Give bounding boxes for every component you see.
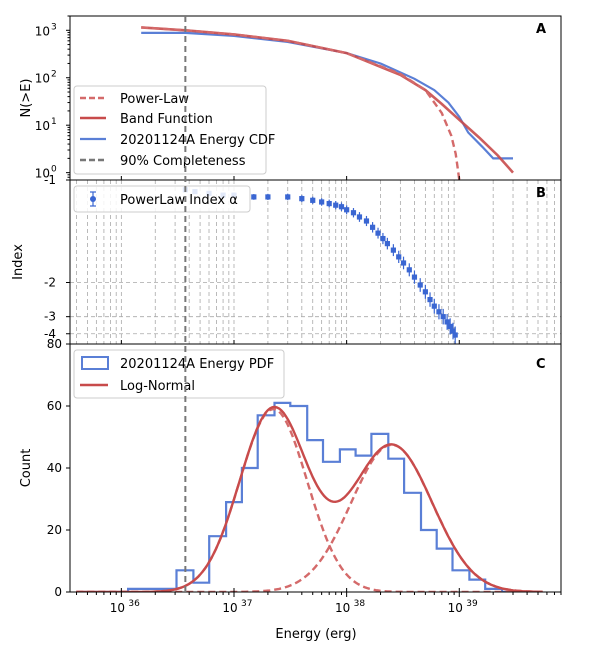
index-point-15 (344, 207, 350, 213)
x-axis: 10 36 10 37 10 38 10 39 (76, 176, 562, 615)
xtick-exponent: 36 (128, 599, 140, 609)
lognormal-component-1 (76, 408, 543, 592)
index-point-22 (384, 241, 390, 247)
legend-b-label: PowerLaw Index α (120, 193, 238, 208)
xtick-exponent: 37 (241, 599, 252, 609)
lognormal-component-2 (76, 443, 543, 592)
c-ytick-label: 0 (54, 585, 62, 599)
a-ytick-label: 10 (35, 72, 50, 86)
index-point-33 (440, 314, 446, 320)
index-point-31 (431, 303, 437, 309)
index-point-23 (390, 247, 396, 253)
index-point-19 (369, 224, 376, 230)
index-point-10 (310, 197, 316, 203)
a-ytick-exponent: 0 (51, 165, 57, 175)
b-ytick-label: -4 (44, 327, 56, 341)
c-ytick-label: 20 (47, 523, 62, 537)
xtick-label: 10 (110, 601, 125, 615)
a-ytick-exponent: 1 (51, 117, 57, 127)
panel-a-plot-area (141, 26, 514, 180)
panel-b-grid (70, 180, 561, 344)
index-point-24 (396, 254, 402, 260)
series-power-law-line (141, 26, 461, 180)
c-ytick-label: 40 (47, 461, 62, 475)
legend-b-marker (90, 196, 96, 202)
series-cdf-line (141, 31, 513, 160)
index-point-9 (299, 196, 305, 202)
panel-a-ylabel: N(>E) (19, 79, 34, 118)
xtick-label: 10 (448, 601, 463, 615)
legend-a-label-4: 90% Completeness (120, 154, 246, 169)
legend-c-label-1: 20201124A Energy PDF (120, 357, 274, 372)
legend-a-box (73, 85, 267, 175)
legend-a-label-1: Power-Law (120, 92, 189, 107)
index-point-17 (356, 214, 363, 220)
xtick-exponent: 39 (466, 599, 478, 609)
panel-b-ylabel: Index (11, 244, 26, 280)
index-point-18 (363, 218, 370, 224)
b-ytick-label: -3 (44, 310, 56, 324)
index-point-32 (436, 309, 442, 315)
legend-b-box (73, 185, 251, 213)
a-ytick-exponent: 3 (51, 22, 57, 32)
index-point-6 (251, 194, 257, 200)
panel-c: 0 20 40 60 80 Count C 20201124A Energy PDF Lo… (19, 337, 562, 599)
panel-c-legend: 20201124A Energy PDF Log-Normal (73, 349, 285, 399)
a-ytick-exponent: 2 (51, 70, 57, 80)
legend-a-label-3: 20201124A Energy CDF (120, 133, 275, 148)
index-point-37 (452, 332, 458, 338)
index-point-20 (375, 230, 381, 236)
c-ytick-label: 60 (47, 399, 62, 413)
b-ytick-label: -1 (44, 173, 56, 187)
index-point-8 (285, 194, 291, 200)
panel-a-legend: Power-Law Band Function 20201124A Energy C… (73, 85, 275, 175)
xtick-label: 10 (335, 601, 350, 615)
index-point-13 (333, 202, 339, 208)
legend-c-swatch-histogram (81, 356, 109, 370)
xtick-exponent: 38 (354, 599, 366, 609)
index-point-12 (326, 200, 332, 207)
legend-c-box (73, 349, 285, 399)
index-point-16 (350, 210, 357, 216)
index-point-27 (411, 274, 418, 280)
b-ytick-label: -2 (44, 276, 56, 290)
index-point-29 (422, 289, 428, 295)
index-point-21 (380, 235, 386, 242)
index-point-25 (400, 260, 407, 266)
panel-c-plot-area (76, 401, 543, 592)
panel-a-letter: A (536, 22, 546, 37)
xtick-label: 10 (222, 601, 237, 615)
index-point-7 (265, 194, 271, 200)
x-axis-label: Energy (erg) (275, 627, 356, 642)
panel-c-axes: 0 20 40 60 80 (47, 337, 562, 599)
panel-c-ylabel: Count (19, 449, 34, 488)
index-point-34 (444, 319, 450, 325)
index-point-26 (406, 267, 412, 273)
a-ytick-label: 10 (35, 24, 50, 38)
legend-c-label-2: Log-Normal (120, 379, 195, 394)
legend-a-label-2: Band Function (120, 112, 213, 127)
panel-b-letter: B (536, 186, 546, 201)
a-ytick-label: 10 (35, 167, 50, 181)
index-point-35 (447, 323, 453, 330)
a-ytick-label: 10 (35, 119, 50, 133)
histogram-pdf-steps (79, 401, 535, 592)
panel-b-legend: PowerLaw Index α (73, 185, 251, 213)
index-point-36 (450, 328, 456, 334)
c-ytick-label: 80 (47, 337, 62, 351)
index-point-14 (338, 204, 345, 210)
panel-c-letter: C (536, 357, 546, 372)
panel-b: -4 -3 -2 -1 Index B PowerLaw Index α (11, 173, 562, 345)
lognormal-total-line (76, 405, 543, 592)
index-point-11 (319, 199, 325, 205)
index-point-30 (427, 296, 433, 303)
index-point-28 (417, 282, 423, 288)
